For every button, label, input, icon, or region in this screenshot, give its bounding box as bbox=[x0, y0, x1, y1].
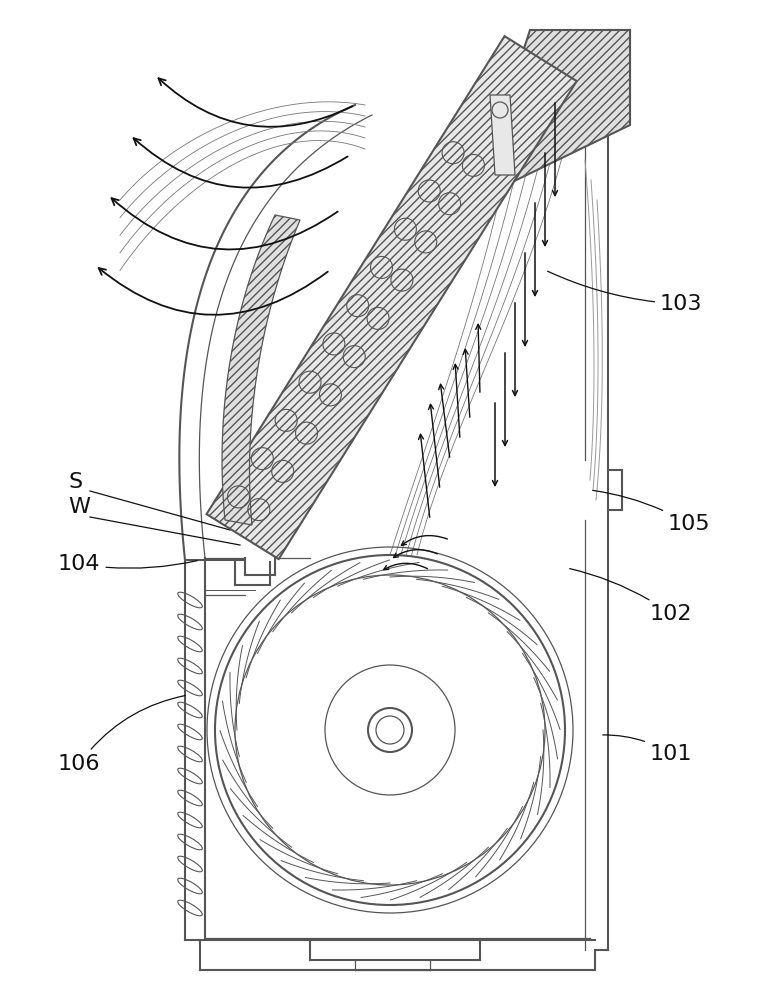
Polygon shape bbox=[222, 215, 300, 525]
Polygon shape bbox=[475, 30, 630, 200]
Polygon shape bbox=[490, 95, 515, 175]
Text: 104: 104 bbox=[58, 554, 198, 574]
Text: 103: 103 bbox=[548, 271, 703, 314]
Text: 105: 105 bbox=[593, 490, 710, 534]
Text: 102: 102 bbox=[570, 569, 693, 624]
Text: S: S bbox=[68, 472, 82, 492]
Text: W: W bbox=[68, 497, 90, 517]
Polygon shape bbox=[207, 36, 577, 559]
Text: 101: 101 bbox=[603, 735, 693, 764]
Text: 106: 106 bbox=[58, 696, 185, 774]
